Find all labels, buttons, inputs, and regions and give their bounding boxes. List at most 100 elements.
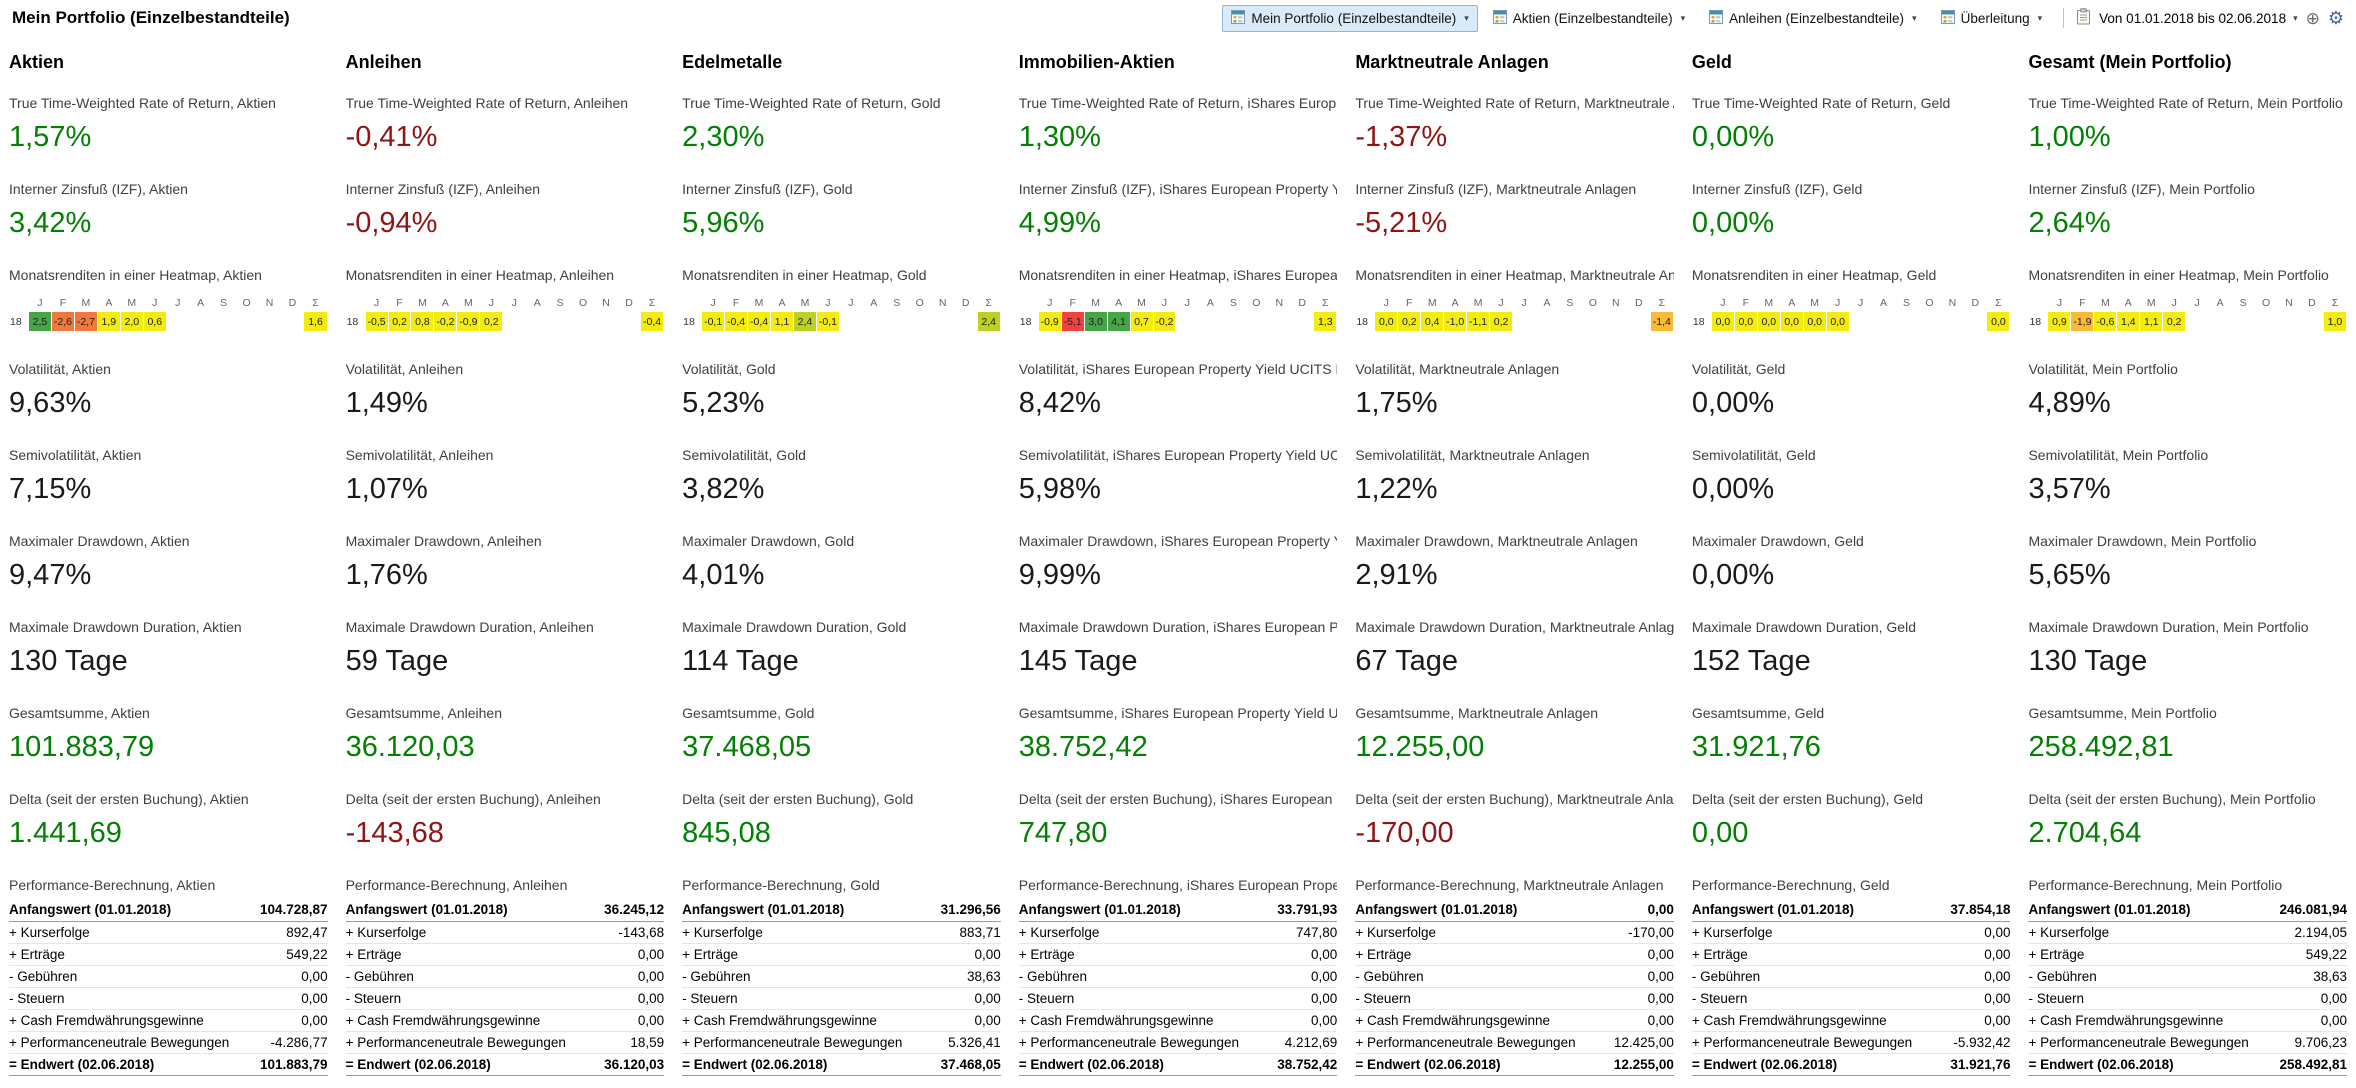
heatmap-cell: -2,7	[74, 312, 97, 331]
heatmap-cell: 0,8	[411, 312, 434, 331]
calc-row: + Erträge 0,00	[1018, 943, 1338, 965]
copy-to-clipboard-button[interactable]	[2076, 8, 2091, 28]
calc-row-value: 549,22	[2305, 946, 2348, 962]
metric-label: Volatilität, Mein Portfolio	[2028, 361, 2178, 377]
heatmap-value-row: 18 -0,5 0,2 0,8 -0,2 -0,9 0,2 -0,4	[347, 312, 664, 331]
heatmap-month-header: F	[2079, 297, 2086, 309]
metric-widget: True Time-Weighted Rate of Return, Geld …	[1692, 94, 2011, 152]
metric-widget: Interner Zinsfuß (IZF), Gold 5,96%	[682, 180, 1001, 238]
calc-row-label: Anfangswert (01.01.2018)	[345, 902, 508, 918]
metric-label: Maximale Drawdown Duration, Anleihen	[345, 619, 594, 635]
heatmap-sum-cell: 1,0	[2323, 312, 2347, 331]
dashboard-column: Marktneutrale Anlagen True Time-Weighted…	[1346, 36, 1683, 1088]
heatmap-month-header: J	[848, 297, 854, 309]
heatmap-month-header: M	[127, 297, 137, 309]
dashboard-tab[interactable]: Mein Portfolio (Einzelbestandteile) ▾	[1222, 4, 1478, 32]
dashboard-column: Immobilien-Aktien True Time-Weighted Rat…	[1010, 36, 1347, 1088]
metric-label: Gesamtsumme, Gold	[682, 705, 815, 721]
calc-row-value: 0,00	[301, 968, 328, 984]
calc-row-label: + Performanceneutrale Bewegungen	[345, 1034, 566, 1050]
calc-row-label: + Erträge	[2028, 946, 2085, 962]
performance-calculation-widget: Performance-Berechnung, Aktien Anfangswe…	[9, 876, 328, 1076]
heatmap-year-cell: 18	[1019, 315, 1032, 328]
calc-row: + Cash Fremdwährungsgewinne 0,00	[9, 1009, 328, 1031]
heatmap-month-header: J	[373, 297, 380, 309]
metric-widget: Gesamtsumme, Gold 37.468,05	[682, 704, 1001, 762]
metric-label: True Time-Weighted Rate of Return, Anlei…	[345, 95, 629, 111]
heatmap-month-header: A	[1451, 297, 1459, 309]
heatmap-month-header: J	[710, 297, 716, 309]
metric-label: Semivolatilität, Aktien	[9, 447, 142, 463]
metric-widget: Interner Zinsfuß (IZF), Marktneutrale An…	[1355, 180, 1674, 238]
heatmap-cell	[236, 312, 258, 331]
metric-label: Gesamtsumme, Geld	[1691, 705, 1825, 721]
column-widgets: True Time-Weighted Rate of Return, Geld …	[1691, 94, 2011, 1076]
metric-value: 2,64%	[2028, 207, 2111, 239]
heatmap-month-header: M	[418, 297, 427, 309]
heatmap-cell: -0,2	[434, 312, 457, 331]
dashboard-tab[interactable]: Anleihen (Einzelbestandteile) ▾	[1700, 5, 1925, 32]
metric-label: Volatilität, Marktneutrale Anlagen	[1355, 361, 1560, 377]
heatmap-month-header: J	[1161, 297, 1168, 309]
dashboard-icon	[1492, 9, 1507, 27]
calc-start-row: Anfangswert (01.01.2018) 37.854,18	[1691, 899, 2011, 921]
metric-widget: Maximaler Drawdown, Geld 0,00%	[1692, 532, 2011, 590]
metric-value: -143,68	[345, 817, 444, 849]
heatmap-cell: 0,0	[1711, 312, 1734, 331]
heatmap-sum-header: Σ	[1321, 297, 1329, 309]
metric-widget: Volatilität, Marktneutrale Anlagen 1,75%	[1355, 360, 1674, 418]
heatmap-month-header: J	[1857, 297, 1864, 309]
heatmap-cell: 0,2	[388, 312, 411, 331]
heatmap-month-header: N	[938, 297, 947, 309]
heatmap-cell: 0,2	[2163, 312, 2186, 331]
metric-label: Interner Zinsfuß (IZF), Anleihen	[345, 181, 541, 197]
metric-value: 130 Tage	[2028, 645, 2148, 677]
calc-row: - Steuern 0,00	[9, 987, 328, 1009]
heatmap-cell	[1941, 312, 1963, 331]
calc-row-value: 31.921,76	[1950, 1056, 2011, 1072]
heatmap-cell: -0,9	[1038, 312, 1061, 331]
calc-row-value: 104.728,87	[260, 902, 328, 918]
metric-widget: Maximaler Drawdown, Anleihen 1,76%	[346, 532, 665, 590]
heatmap-sum-cell: -0,4	[641, 312, 664, 331]
metric-value: 1,30%	[1018, 121, 1101, 153]
metric-label: Maximaler Drawdown, Geld	[1691, 533, 1864, 549]
calc-row: + Erträge 0,00	[682, 943, 1001, 965]
calc-row-label: + Performanceneutrale Bewegungen	[2028, 1034, 2249, 1050]
metric-value: 1,49%	[345, 387, 428, 419]
calc-row-label: + Cash Fremdwährungsgewinne	[1691, 1012, 1887, 1028]
metric-label: Delta (seit der ersten Buchung), Aktien	[9, 791, 249, 807]
add-widget-button[interactable]: ⊕	[2306, 10, 2320, 27]
heatmap-month-header: D	[961, 297, 970, 309]
calc-row-value: 258.492,81	[2279, 1056, 2348, 1072]
heatmap-cell: 1,1	[2140, 312, 2163, 331]
metric-label: Delta (seit der ersten Buchung), Geld	[1691, 791, 1924, 807]
performance-calculation-table: Anfangswert (01.01.2018) 0,00 + Kurserfolg…	[1355, 899, 1674, 1076]
calc-row-value: 0,00	[301, 1012, 328, 1028]
calc-row: - Gebühren 38,63	[682, 965, 1001, 987]
column-title: Geld	[1691, 52, 1732, 72]
dashboard-tab[interactable]: Aktien (Einzelbestandteile) ▾	[1484, 5, 1694, 32]
calc-row-value: 12.255,00	[1613, 1056, 1674, 1072]
heatmap-year-cell: 18	[1692, 315, 1705, 328]
heatmap-month-header: D	[625, 297, 633, 309]
settings-button[interactable]: ⚙	[2328, 9, 2344, 27]
metric-widget: Maximale Drawdown Duration, Marktneutral…	[1355, 618, 1674, 676]
heatmap-cell	[932, 312, 954, 331]
heatmap-month-header: S	[1902, 297, 1910, 309]
calc-row-value: 9.706,23	[2294, 1034, 2348, 1050]
date-range-button[interactable]: Von 01.01.2018 bis 02.06.2018 ▾	[2099, 11, 2297, 26]
dashboard-column: Anleihen True Time-Weighted Rate of Retu…	[337, 36, 674, 1088]
heatmap-cell: 1,1	[771, 312, 793, 331]
calc-row-value: 0,00	[637, 968, 665, 984]
gear-icon: ⚙	[2327, 8, 2344, 28]
heatmap-cell: -0,5	[365, 312, 388, 331]
dashboard-tab[interactable]: Überleitung ▾	[1932, 5, 2052, 32]
heatmap-cell	[2209, 312, 2231, 331]
calc-end-row: = Endwert (02.06.2018) 36.120,03	[345, 1053, 665, 1075]
calc-row-label: = Endwert (02.06.2018)	[9, 1056, 155, 1072]
heatmap-cell: 0,2	[1490, 312, 1513, 331]
heatmap-cell	[259, 312, 281, 331]
heatmap-cell: 2,4	[793, 312, 816, 331]
